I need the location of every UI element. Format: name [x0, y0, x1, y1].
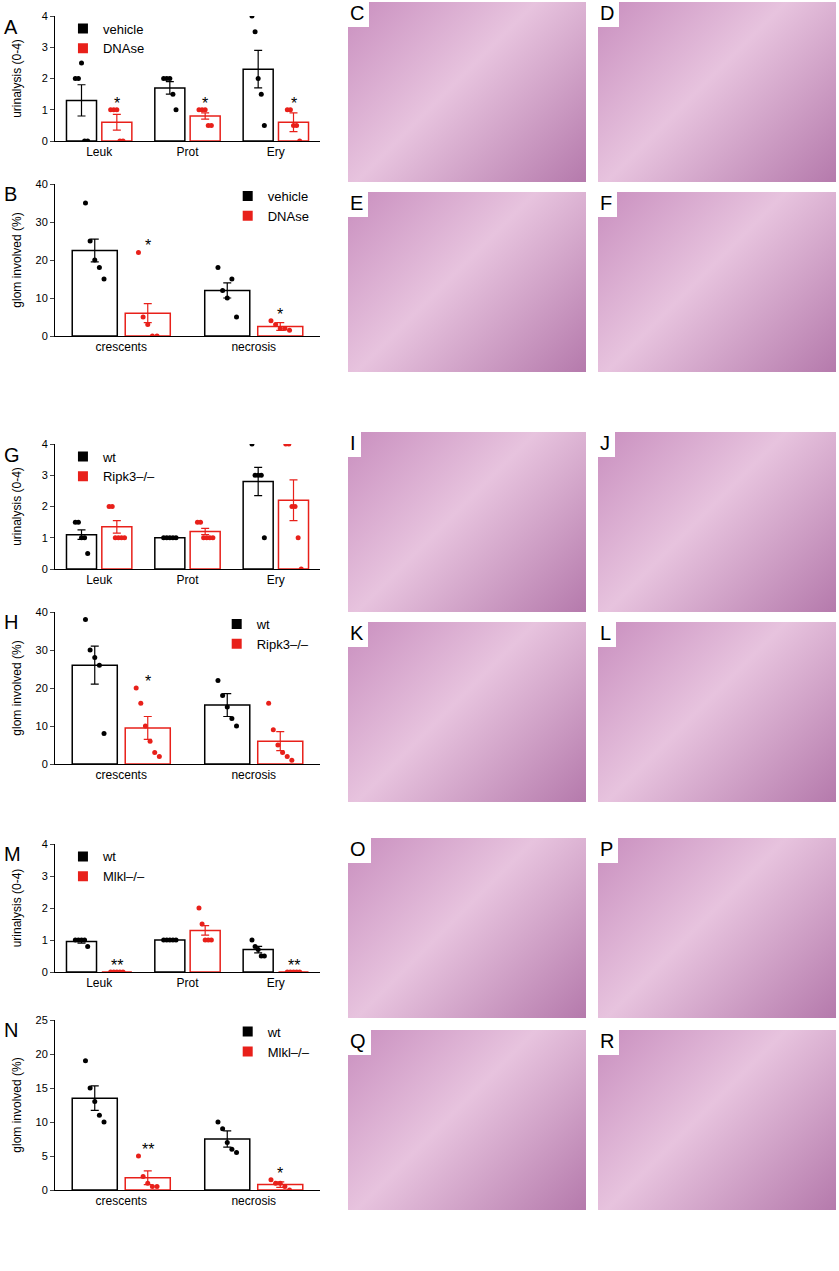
svg-text:10: 10 [36, 1116, 48, 1128]
svg-text:**: ** [111, 957, 123, 974]
svg-text:25: 25 [36, 1014, 48, 1026]
html-text:D: D [600, 2, 615, 24]
svg-text:vehicle: vehicle [268, 189, 308, 204]
svg-text:40: 40 [36, 606, 48, 618]
svg-text:*: * [202, 95, 208, 112]
svg-text:Leuk: Leuk [86, 976, 113, 990]
svg-text:0: 0 [42, 966, 48, 978]
svg-text:N: N [4, 1019, 18, 1041]
svg-text:20: 20 [36, 682, 48, 694]
svg-text:glom involved (%): glom involved (%) [10, 640, 24, 735]
svg-text:H: H [4, 611, 18, 633]
svg-text:30: 30 [36, 216, 48, 228]
html-text:R: R [600, 1030, 615, 1052]
svg-text:Ery: Ery [267, 145, 285, 159]
svg-text:wt: wt [102, 450, 116, 465]
html-text:F: F [600, 192, 613, 214]
svg-text:1: 1 [42, 104, 48, 116]
svg-text:urinalysis (0-4): urinalysis (0-4) [10, 39, 24, 118]
svg-text:DNAse: DNAse [103, 41, 144, 56]
svg-text:Prot: Prot [176, 573, 199, 587]
svg-text:2: 2 [42, 500, 48, 512]
svg-text:Prot: Prot [176, 976, 199, 990]
svg-text:crescents: crescents [96, 1194, 147, 1208]
svg-text:4: 4 [42, 438, 48, 450]
svg-text:Ripk3–/–: Ripk3–/– [257, 637, 309, 652]
svg-text:Leuk: Leuk [86, 573, 113, 587]
svg-text:3: 3 [42, 41, 48, 53]
svg-text:3: 3 [42, 870, 48, 882]
svg-text:Prot: Prot [176, 145, 199, 159]
svg-text:necrosis: necrosis [231, 768, 276, 782]
svg-text:crescents: crescents [96, 340, 147, 354]
svg-text:wt: wt [256, 617, 270, 632]
svg-text:**: ** [142, 1141, 154, 1158]
svg-text:2: 2 [42, 902, 48, 914]
svg-text:urinalysis (0-4): urinalysis (0-4) [10, 869, 24, 948]
svg-text:5: 5 [42, 1150, 48, 1162]
html-text:E: E [350, 192, 364, 214]
svg-text:1: 1 [42, 934, 48, 946]
html-text:L: L [600, 622, 612, 644]
svg-text:3: 3 [42, 469, 48, 481]
svg-text:DNAse: DNAse [268, 209, 309, 224]
svg-text:40: 40 [36, 178, 48, 190]
svg-text:B: B [4, 183, 17, 205]
svg-text:0: 0 [42, 330, 48, 342]
svg-text:0: 0 [42, 135, 48, 147]
svg-text:15: 15 [36, 1082, 48, 1094]
html-text:C: C [350, 2, 365, 24]
svg-text:30: 30 [36, 644, 48, 656]
svg-text:10: 10 [36, 292, 48, 304]
svg-text:20: 20 [36, 254, 48, 266]
svg-text:urinalysis (0-4): urinalysis (0-4) [10, 467, 24, 546]
svg-text:necrosis: necrosis [231, 1194, 276, 1208]
svg-text:2: 2 [42, 72, 48, 84]
svg-text:*: * [277, 1165, 283, 1182]
svg-text:4: 4 [42, 10, 48, 22]
html-text:K: K [350, 622, 364, 644]
svg-text:Ripk3–/–: Ripk3–/– [103, 469, 155, 484]
svg-text:0: 0 [42, 563, 48, 575]
svg-text:A: A [4, 16, 18, 38]
svg-text:M: M [4, 843, 21, 865]
html-text:J: J [600, 432, 610, 454]
svg-text:Mlkl–/–: Mlkl–/– [268, 1045, 310, 1060]
svg-text:wt: wt [267, 1025, 281, 1040]
html-text:I: I [350, 432, 356, 454]
svg-text:vehicle: vehicle [103, 22, 143, 37]
svg-text:necrosis: necrosis [231, 340, 276, 354]
svg-text:crescents: crescents [96, 768, 147, 782]
html-text:Q: Q [350, 1030, 366, 1052]
svg-text:**: ** [288, 957, 300, 974]
html-text:P: P [600, 838, 614, 860]
svg-text:Ery: Ery [267, 976, 285, 990]
svg-text:0: 0 [42, 758, 48, 770]
svg-text:Leuk: Leuk [86, 145, 113, 159]
html-text:O: O [350, 838, 366, 860]
svg-text:1: 1 [42, 532, 48, 544]
svg-text:*: * [291, 95, 297, 112]
svg-text:Mlkl–/–: Mlkl–/– [103, 869, 145, 884]
svg-text:glom involved (%): glom involved (%) [10, 1057, 24, 1152]
svg-text:10: 10 [36, 720, 48, 732]
svg-text:*: * [145, 237, 151, 254]
svg-text:0: 0 [42, 1184, 48, 1196]
svg-text:Ery: Ery [267, 573, 285, 587]
svg-text:4: 4 [42, 838, 48, 850]
svg-text:glom involved (%): glom involved (%) [10, 212, 24, 307]
svg-text:*: * [277, 306, 283, 323]
svg-text:wt: wt [102, 849, 116, 864]
svg-text:*: * [114, 95, 120, 112]
svg-text:20: 20 [36, 1048, 48, 1060]
svg-text:G: G [4, 444, 20, 466]
svg-text:*: * [145, 673, 151, 690]
